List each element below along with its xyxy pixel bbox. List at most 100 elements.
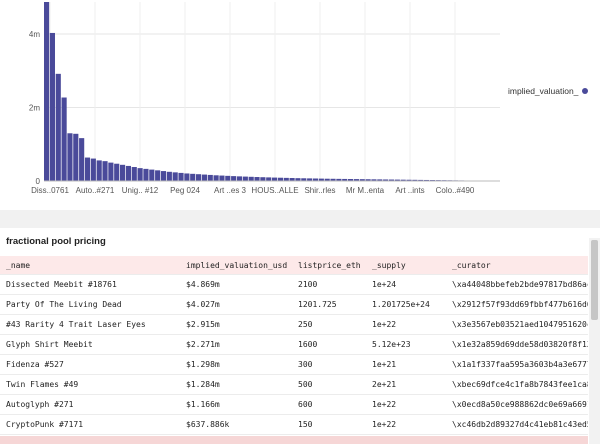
chart-bar[interactable] xyxy=(348,179,354,181)
column-header[interactable]: _name xyxy=(0,256,180,275)
chart-bar[interactable] xyxy=(260,177,266,181)
chart-bar[interactable] xyxy=(184,173,190,181)
chart-bar[interactable] xyxy=(120,164,126,181)
table-cell: $2.915m xyxy=(180,314,292,335)
chart-bar[interactable] xyxy=(324,178,330,181)
table-row[interactable]: Glyph Shirt Meebit $2.271m 1600 5.12e+23 \x1… xyxy=(0,334,588,355)
chart-bar[interactable] xyxy=(254,177,260,181)
table-cell: 300 xyxy=(292,354,366,375)
chart-bar[interactable] xyxy=(242,176,248,181)
chart-bar[interactable] xyxy=(248,176,254,181)
chart-bar[interactable] xyxy=(219,175,225,181)
chart-bar[interactable] xyxy=(213,175,219,181)
chart-bar[interactable] xyxy=(137,168,143,181)
chart-bar[interactable] xyxy=(272,177,278,181)
table-cell: \x1e32a859d69dde58d03820f8f138 xyxy=(446,334,588,355)
chart-bar[interactable] xyxy=(418,179,424,181)
table-cell: 2100 xyxy=(292,274,366,295)
chart-bar[interactable] xyxy=(330,178,336,181)
legend-label: implied_valuation_ xyxy=(508,86,579,96)
table-row[interactable]: Fidenza #527 $1.298m 300 1e+21 \x1a1f337faa5… xyxy=(0,354,588,375)
chart-bar[interactable] xyxy=(301,178,307,181)
chart-bar[interactable] xyxy=(55,73,61,181)
chart-bar[interactable] xyxy=(67,133,73,181)
table-cell: $1.284m xyxy=(180,374,292,395)
chart-bar[interactable] xyxy=(49,32,55,182)
chart-bar[interactable] xyxy=(277,177,283,181)
table-row[interactable]: Autoglyph #271 $1.166m 600 1e+22 \x0ecd8a50c… xyxy=(0,394,588,415)
chart-bar[interactable] xyxy=(365,179,371,181)
chart-bar[interactable] xyxy=(295,178,301,181)
chart-bar[interactable] xyxy=(73,133,79,181)
column-header[interactable]: implied_valuation_usd xyxy=(180,256,292,275)
chart-bar[interactable] xyxy=(44,2,50,181)
x-tick-label: Diss..0761 xyxy=(31,186,69,195)
chart-bar[interactable] xyxy=(394,179,400,181)
chart-bar[interactable] xyxy=(102,161,108,181)
chart-bar[interactable] xyxy=(84,157,91,181)
chart-bar[interactable] xyxy=(79,138,85,181)
chart-bar[interactable] xyxy=(377,179,383,181)
chart-bar[interactable] xyxy=(318,178,324,181)
chart-bar[interactable] xyxy=(125,165,131,181)
chart-bar[interactable] xyxy=(266,177,272,181)
column-header[interactable]: listprice_eth xyxy=(292,256,366,275)
chart-bar[interactable] xyxy=(424,179,430,181)
chart-bar[interactable] xyxy=(190,173,196,181)
chart-bar[interactable] xyxy=(201,174,207,181)
chart-bar[interactable] xyxy=(307,178,313,181)
next-table-row-partial xyxy=(0,436,588,444)
chart-bar[interactable] xyxy=(383,179,389,181)
chart-bar[interactable] xyxy=(160,171,167,181)
x-tick-label: Art ..ints xyxy=(395,186,424,195)
column-header[interactable]: _supply xyxy=(366,256,446,275)
chart-bar[interactable] xyxy=(412,179,418,181)
chart-bar[interactable] xyxy=(114,163,120,181)
chart-bar[interactable] xyxy=(108,162,114,181)
chart-bar[interactable] xyxy=(388,179,395,181)
chart-card: 0 2m 4m Diss..0761 Auto..#271 Unig.. #12 Peg … xyxy=(0,0,600,210)
chart-bar[interactable] xyxy=(143,168,149,181)
chart-bar[interactable] xyxy=(283,177,289,181)
table-cell: 5.12e+23 xyxy=(366,334,446,355)
chart-bar[interactable] xyxy=(342,178,348,181)
table-row[interactable]: Twin Flames #49 $1.284m 500 2e+21 \xbec69dfc… xyxy=(0,374,588,395)
chart-bar[interactable] xyxy=(359,179,365,181)
vertical-scrollbar[interactable] xyxy=(589,238,600,444)
chart-bar[interactable] xyxy=(90,158,96,181)
chart-bar[interactable] xyxy=(312,178,319,182)
table-row[interactable]: #43 Rarity 4 Trait Laser Eyes $2.915m 250 1… xyxy=(0,314,588,335)
x-tick-label: Unig.. #12 xyxy=(122,186,159,195)
y-tick-label: 0 xyxy=(36,177,41,186)
chart-bar[interactable] xyxy=(196,174,202,181)
chart-bar[interactable] xyxy=(400,179,406,181)
scrollbar-thumb[interactable] xyxy=(591,240,598,320)
chart-bar[interactable] xyxy=(149,169,155,181)
chart-bar[interactable] xyxy=(155,170,161,181)
chart-bar[interactable] xyxy=(131,167,137,181)
chart-bar[interactable] xyxy=(178,172,184,181)
table-row[interactable]: CryptoPunk #7171 $637.886k 150 1e+22 \xc46db… xyxy=(0,414,588,435)
chart-bar[interactable] xyxy=(225,175,231,181)
chart-bar[interactable] xyxy=(96,160,102,181)
table-cell: \xa44048bbefeb2bde97817bd86ac6 xyxy=(446,274,588,295)
chart-bar[interactable] xyxy=(172,172,178,181)
chart-bar[interactable] xyxy=(353,179,359,181)
chart-bar[interactable] xyxy=(336,178,342,181)
chart-bar[interactable] xyxy=(289,178,295,181)
chart-bar[interactable] xyxy=(207,174,213,181)
column-header[interactable]: _curator xyxy=(446,256,588,275)
chart-bar[interactable] xyxy=(166,171,172,181)
chart-bar[interactable] xyxy=(406,179,412,181)
table-row[interactable]: Party Of The Living Dead $4.027m 1201.725 1… xyxy=(0,294,588,315)
table-cell: \xc46db2d89327d4c41eb81c43ed5e xyxy=(446,414,588,435)
table-card: fractional pool pricing _name implied_val… xyxy=(0,228,600,444)
chart-bar[interactable] xyxy=(231,176,237,181)
table-cell: Autoglyph #271 xyxy=(0,394,180,415)
table-row[interactable]: Dissected Meebit #18761 $4.869m 2100 1e+24 \… xyxy=(0,274,588,295)
legend-dot-icon xyxy=(582,88,589,94)
chart-bar[interactable] xyxy=(61,97,67,181)
chart-bar[interactable] xyxy=(236,176,243,181)
x-tick-label: Peg 024 xyxy=(170,186,200,195)
chart-bar[interactable] xyxy=(371,179,377,181)
